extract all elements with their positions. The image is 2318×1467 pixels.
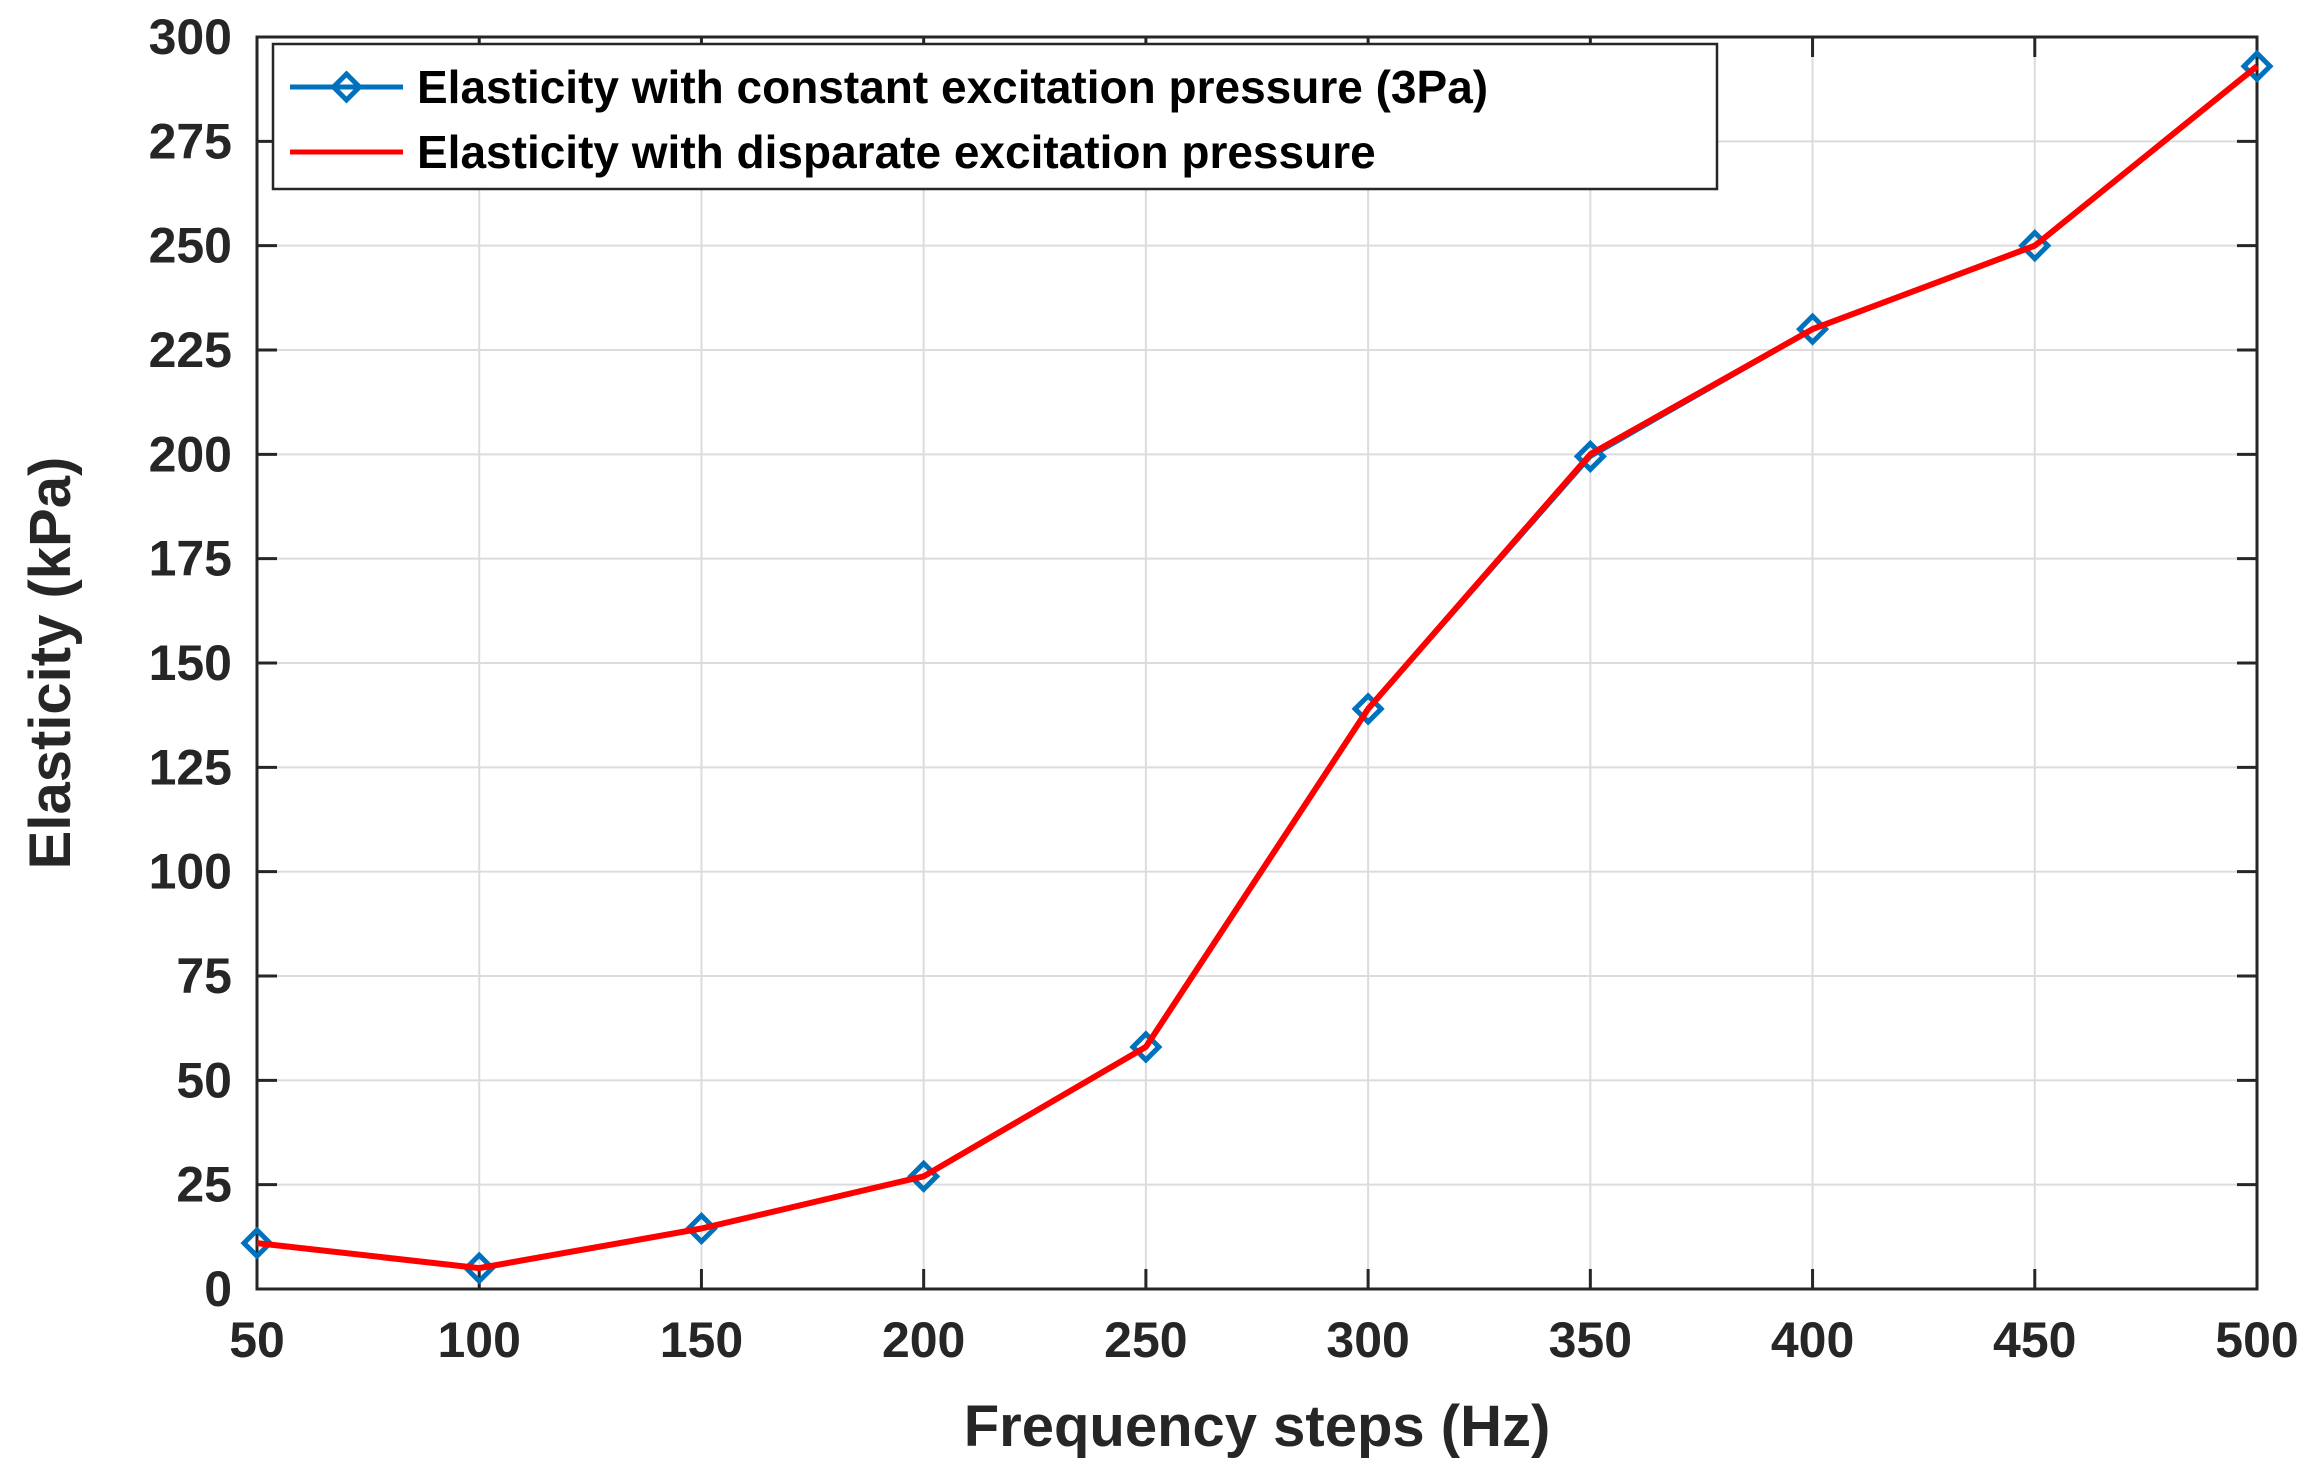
data-point-marker [240,1226,274,1260]
y-tick-label: 275 [149,113,232,169]
y-tick-label: 0 [204,1261,232,1317]
x-tick-label: 350 [1549,1312,1632,1368]
y-tick-label: 125 [149,739,232,795]
y-tick-label: 50 [176,1052,232,1108]
x-tick-label: 400 [1771,1312,1854,1368]
series-line-1 [256,63,2259,1272]
y-tick-label: 300 [149,9,232,65]
y-tick-label: 175 [149,531,232,587]
legend-entry-constant: Elasticity with constant excitation pres… [290,61,1488,113]
data-point-marker [1129,1030,1163,1064]
y-axis: 0 25 50 75 100 125 150 175 200 225 250 275 300 [149,9,232,1317]
data-point-marker [2240,49,2274,83]
series-0 [240,49,2274,1285]
x-tick-label: 500 [2215,1312,2298,1368]
series-layer [240,49,2274,1285]
y-tick-label: 150 [149,635,232,691]
legend: Elasticity with constant excitation pres… [271,42,1719,191]
series-1 [256,63,2259,1272]
y-tick-label: 100 [149,844,232,900]
y-tick-label: 225 [149,322,232,378]
legend-marker-diamond-icon [329,70,364,104]
y-tick-label: 250 [149,218,232,274]
legend-label-disparate: Elasticity with disparate excitation pre… [417,126,1376,178]
x-tick-label: 150 [660,1312,743,1368]
x-axis-title: Frequency steps (Hz) [964,1394,1551,1459]
legend-box [271,42,1719,191]
legend-label-constant: Elasticity with constant excitation pres… [417,61,1488,113]
y-tick-label: 25 [176,1157,232,1213]
x-tick-label: 50 [229,1312,285,1368]
x-tick-label: 450 [1993,1312,2076,1368]
y-tick-label: 200 [149,426,232,482]
x-axis: 50 100 150 200 250 300 350 400 450 500 [229,1312,2299,1368]
legend-entry-disparate: Elasticity with disparate excitation pre… [290,126,1376,178]
data-point-marker [1351,692,1385,726]
x-tick-label: 300 [1326,1312,1409,1368]
x-tick-label: 100 [438,1312,521,1368]
y-axis-title: Elasticity (kPa) [18,457,83,870]
x-tick-label: 200 [882,1312,965,1368]
y-tick-label: 75 [176,948,232,1004]
x-tick-label: 250 [1104,1312,1187,1368]
grid [256,36,2258,1290]
